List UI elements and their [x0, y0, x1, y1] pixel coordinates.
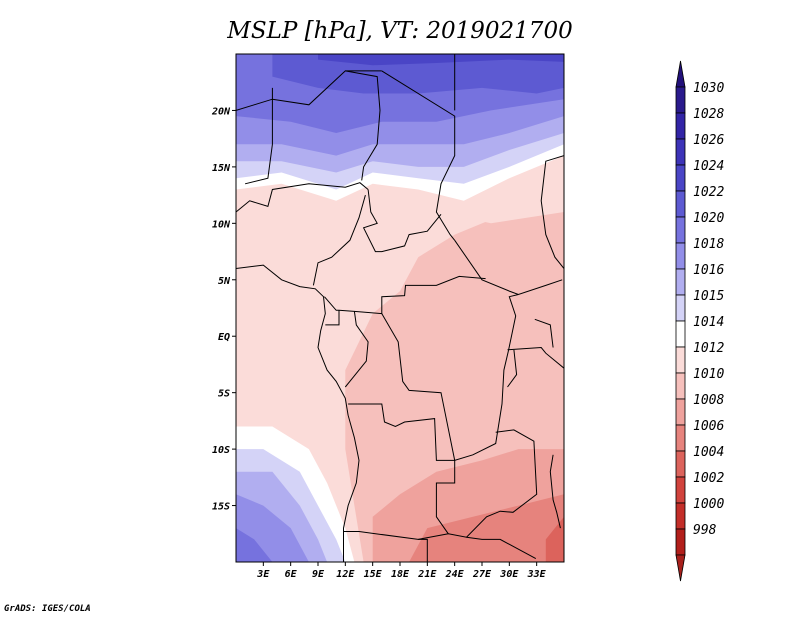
lon-tick-label: 21E [417, 569, 437, 580]
colorbar-swatch [675, 138, 686, 166]
lat-tick-label: 10N [212, 219, 231, 230]
colorbar-label: 1028 [693, 107, 724, 122]
lon-tick-label: 3E [256, 569, 270, 580]
border-line [454, 240, 563, 296]
pressure-region-1024 [318, 54, 564, 66]
colorbar-swatch [675, 112, 686, 140]
colorbar-label: 1004 [693, 445, 724, 460]
lon-tick-label: 18E [391, 569, 410, 580]
colorbar-swatch [675, 502, 686, 530]
border-line [343, 403, 456, 540]
colorbar-swatch [675, 528, 686, 556]
lon-tick-label: 24E [445, 569, 465, 580]
border-line [448, 429, 538, 538]
colorbar-label: 1020 [693, 211, 724, 226]
lat-tick-label: 15S [212, 502, 230, 513]
border-line [244, 87, 273, 185]
lon-tick-label: 9E [312, 569, 325, 580]
pressure-region-1022 [272, 54, 564, 94]
border-line [381, 70, 456, 241]
colorbar-label: 1024 [693, 159, 724, 174]
border-line [236, 264, 360, 562]
lat-tick-label: 5S [218, 389, 230, 400]
lat-tick-label: 5N [218, 276, 231, 287]
border-line [549, 454, 561, 529]
colorbar-label: 1016 [693, 263, 724, 278]
colorbar-label: 1014 [693, 315, 724, 330]
mslp-map [236, 54, 564, 562]
longitude-axis: 3E 6E 9E 12E 15E 18E 21E 24E 27E 30E 33E [256, 562, 547, 580]
lon-tick-label: 30E [499, 569, 519, 580]
lon-tick-label: 33E [527, 569, 547, 580]
latitude-axis: 20N 15N 10N 5N EQ 5S 10S 15S [211, 106, 236, 513]
pressure-region-1004 [545, 516, 564, 562]
border-line [466, 536, 537, 560]
border-line [236, 70, 382, 111]
colorbar-swatch [675, 268, 686, 296]
border-line [534, 318, 554, 348]
colorbar-label: 1018 [693, 237, 724, 252]
border-line [418, 538, 428, 562]
colorbar-label: 1008 [693, 393, 724, 408]
colorbar-label: 1012 [693, 341, 724, 356]
lon-tick-label: 15E [364, 569, 383, 580]
border-line [507, 346, 564, 369]
lon-tick-label: 27E [472, 569, 492, 580]
border-line [312, 194, 366, 286]
pressure-region-1006 [409, 494, 564, 562]
colorbar-swatch [675, 320, 686, 348]
colorbar-swatch [675, 86, 686, 114]
colorbar-label: 998 [693, 523, 717, 538]
lat-tick-label: 10S [212, 445, 230, 456]
colorbar-label: 1022 [693, 185, 724, 200]
colorbar-label: 1000 [693, 497, 724, 512]
colorbar-swatch [675, 216, 686, 244]
colorbar-swatch [675, 346, 686, 374]
lon-tick-label: 12E [336, 569, 355, 580]
colorbar-label: 1006 [693, 419, 724, 434]
colorbar-label: 1026 [693, 133, 724, 148]
colorbar-swatch [675, 424, 686, 452]
border-line [540, 155, 564, 269]
colorbar-label: 1002 [693, 471, 724, 486]
border-line [345, 70, 381, 181]
lat-tick-label: EQ [218, 332, 230, 343]
colorbar-swatch [675, 372, 686, 400]
pressure-region-1020 [236, 528, 273, 562]
colorbar-swatch [675, 294, 686, 322]
lat-tick-label: 20N [211, 106, 231, 117]
colorbar-swatch [675, 164, 686, 192]
colorbar-swatch [675, 242, 686, 270]
pressure-shading [236, 54, 564, 562]
map-title: MSLP [hPa], VT: 2019021700 [227, 18, 573, 44]
colorbar-label: 1010 [693, 367, 724, 382]
border-line [507, 349, 518, 388]
grads-credit: GrADS: IGES/COLA [4, 604, 91, 614]
colorbar-swatch [675, 450, 686, 478]
border-line [381, 294, 519, 462]
pressure-region-1012 [236, 155, 564, 258]
lon-tick-label: 6E [285, 569, 298, 580]
border-line [325, 310, 340, 326]
colorbar-swatch [675, 190, 686, 218]
colorbar-label: 1015 [693, 289, 724, 304]
border-line [324, 275, 486, 315]
colorbar: 1030 1028 1026 1024 1022 1020 1018 1016 1015 1014… [675, 60, 724, 582]
border-line [362, 189, 442, 253]
lat-tick-label: 15N [212, 163, 231, 174]
border-line [236, 182, 369, 213]
colorbar-swatch [675, 398, 686, 426]
colorbar-label: 1030 [693, 81, 724, 96]
country-borders [236, 54, 564, 562]
colorbar-top-arrow [675, 60, 686, 88]
colorbar-bottom-arrow [675, 554, 686, 582]
colorbar-swatch [675, 476, 686, 504]
border-line [344, 311, 369, 388]
